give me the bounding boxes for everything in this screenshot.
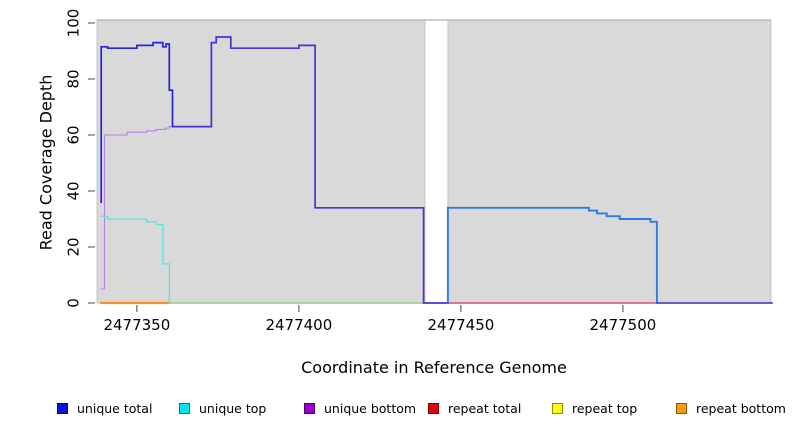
y-tick-label: 20 xyxy=(65,237,83,256)
legend-item-unique-top: unique top xyxy=(179,398,266,418)
x-tick-label: 2477400 xyxy=(265,316,332,334)
series-unique-total-left xyxy=(100,41,174,204)
legend-label: repeat total xyxy=(448,400,522,416)
x-tick-label: 2477500 xyxy=(590,316,657,334)
x-tick-label: 2477350 xyxy=(103,316,170,334)
legend-swatch-icon xyxy=(552,402,563,414)
legend-label: unique bottom xyxy=(324,400,417,416)
legend-swatch-icon xyxy=(676,402,687,414)
legend-item-unique-total: unique total xyxy=(57,398,152,418)
legend-item-repeat-total: repeat total xyxy=(428,398,521,418)
coverage-region-right xyxy=(447,19,772,304)
series-unique-bottom-line xyxy=(100,126,212,290)
coverage-region-left xyxy=(96,19,426,304)
coverage-chart: 2477350 2477400 2477450 2477500 0 20 40 60 80 100 xyxy=(65,9,773,334)
legend-swatch-icon xyxy=(57,402,68,414)
legend-swatch-icon xyxy=(179,402,190,414)
legend-swatch-icon xyxy=(304,402,315,414)
legend-swatch-icon xyxy=(428,402,439,414)
legend-item-unique-bottom: unique bottom xyxy=(304,398,416,418)
legend-item-repeat-bottom: repeat bottom xyxy=(676,398,786,418)
x-axis-title: Coordinate in Reference Genome xyxy=(301,358,567,377)
series-unique-total-right-merged-top xyxy=(446,206,658,304)
legend-label: unique total xyxy=(77,400,153,416)
y-tick-label: 40 xyxy=(65,181,83,200)
legend: unique total unique top unique bottom repea… xyxy=(0,398,792,422)
y-tick-label: 80 xyxy=(65,69,83,88)
legend-label: unique top xyxy=(199,400,267,416)
series-unique-top-line xyxy=(100,215,170,304)
legend-label: repeat bottom xyxy=(696,400,786,416)
legend-item-repeat-top: repeat top xyxy=(552,398,637,418)
y-axis-title: Read Coverage Depth xyxy=(36,74,56,251)
legend-label: repeat top xyxy=(572,400,638,416)
y-tick-label: 60 xyxy=(65,125,83,144)
x-tick-label: 2477450 xyxy=(427,316,494,334)
y-tick-label: 0 xyxy=(65,298,83,308)
y-tick-label: 100 xyxy=(65,9,83,38)
series-unique-total-merged-bottom xyxy=(171,36,449,304)
